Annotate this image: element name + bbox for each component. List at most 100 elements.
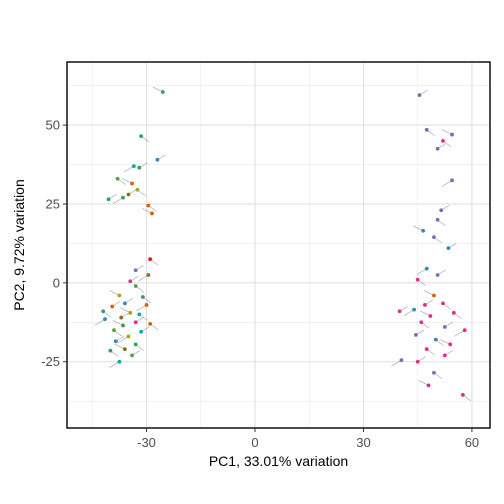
- data-point: [133, 268, 138, 273]
- data-point: [417, 93, 422, 98]
- x-tick-label: 60: [465, 435, 479, 450]
- data-point: [415, 277, 420, 282]
- data-point: [130, 181, 134, 186]
- data-point: [439, 208, 444, 213]
- x-axis-title: PC1, 33.01% variation: [209, 453, 348, 469]
- y-tick-label: 50: [46, 118, 60, 133]
- data-point: [432, 293, 436, 298]
- label-connector: [403, 309, 415, 316]
- data-point: [448, 342, 453, 347]
- data-point: [421, 228, 426, 233]
- data-point: [446, 246, 451, 251]
- data-point: [115, 176, 120, 181]
- data-point: [432, 370, 436, 375]
- data-point: [133, 342, 138, 347]
- data-point: [117, 293, 122, 298]
- y-tick-label: 0: [53, 275, 60, 290]
- label-connector: [136, 304, 147, 312]
- x-tick-label: -30: [137, 435, 156, 450]
- data-point: [397, 309, 402, 314]
- data-point: [130, 353, 134, 358]
- data-point: [450, 178, 454, 183]
- data-point: [451, 310, 456, 315]
- data-point: [433, 337, 438, 342]
- x-tick-label: 30: [356, 435, 370, 450]
- data-point: [450, 132, 454, 137]
- data-point: [424, 347, 429, 352]
- data-point: [435, 146, 440, 151]
- label-connector: [118, 336, 129, 343]
- data-point: [131, 164, 136, 169]
- data-point: [148, 257, 153, 262]
- data-point: [426, 383, 431, 388]
- data-point: [137, 312, 142, 317]
- data-point: [133, 284, 138, 288]
- label-connector: [441, 180, 453, 187]
- x-axis-ticks: -30 0 30 60: [137, 428, 479, 450]
- minor-gridlines: [67, 62, 490, 428]
- data-point: [121, 195, 125, 200]
- data-point: [148, 321, 153, 326]
- data-point: [126, 334, 131, 339]
- data-point: [128, 279, 133, 284]
- data-point: [160, 90, 165, 94]
- data-point: [412, 307, 416, 312]
- data-point: [144, 303, 149, 307]
- label-connector: [454, 330, 465, 337]
- data-point: [419, 320, 424, 325]
- label-connector: [138, 274, 149, 282]
- label-connector: [112, 197, 124, 204]
- data-point: [121, 323, 125, 328]
- data-point: [103, 317, 107, 322]
- data-point: [442, 325, 447, 329]
- data-point: [108, 348, 113, 353]
- data-point: [112, 328, 116, 333]
- y-axis-title: PC2, 9.72% variation: [11, 179, 27, 311]
- data-point: [126, 192, 131, 197]
- major-gridlines: [67, 62, 490, 428]
- label-connector: [123, 165, 134, 173]
- x-tick-label: 0: [251, 435, 258, 450]
- label-connector: [109, 361, 120, 368]
- data-point: [146, 203, 151, 208]
- plot-panel-border: [66, 61, 491, 429]
- label-connector: [94, 318, 106, 326]
- data-point: [462, 328, 467, 333]
- data-point: [122, 347, 127, 352]
- data-point: [413, 333, 418, 337]
- y-tick-label: -25: [41, 354, 60, 369]
- data-point: [139, 329, 144, 334]
- y-tick-label: 25: [46, 196, 60, 211]
- data-point: [435, 217, 440, 222]
- data-point: [441, 138, 445, 143]
- data-point: [442, 353, 447, 358]
- data-point: [155, 157, 160, 162]
- data-point: [424, 266, 429, 271]
- data-point: [432, 235, 436, 240]
- data-points: [101, 90, 467, 397]
- data-point: [113, 339, 118, 344]
- data-point: [423, 303, 427, 307]
- data-point: [133, 320, 138, 325]
- data-point: [146, 273, 151, 277]
- data-point: [110, 304, 115, 309]
- data-point: [106, 197, 111, 202]
- data-point: [135, 187, 140, 192]
- data-point: [399, 358, 404, 363]
- data-point: [117, 359, 122, 364]
- data-point: [424, 127, 429, 132]
- data-point: [460, 392, 465, 397]
- data-point: [101, 309, 106, 314]
- data-point: [435, 273, 440, 277]
- data-point: [428, 314, 433, 318]
- y-axis-ticks: -25 0 25 50: [41, 118, 67, 369]
- data-point: [415, 359, 420, 364]
- label-connector: [416, 268, 427, 275]
- data-point: [119, 315, 124, 320]
- data-point: [150, 211, 154, 216]
- data-point: [128, 310, 133, 315]
- data-point: [137, 165, 142, 170]
- label-connector: [391, 359, 402, 367]
